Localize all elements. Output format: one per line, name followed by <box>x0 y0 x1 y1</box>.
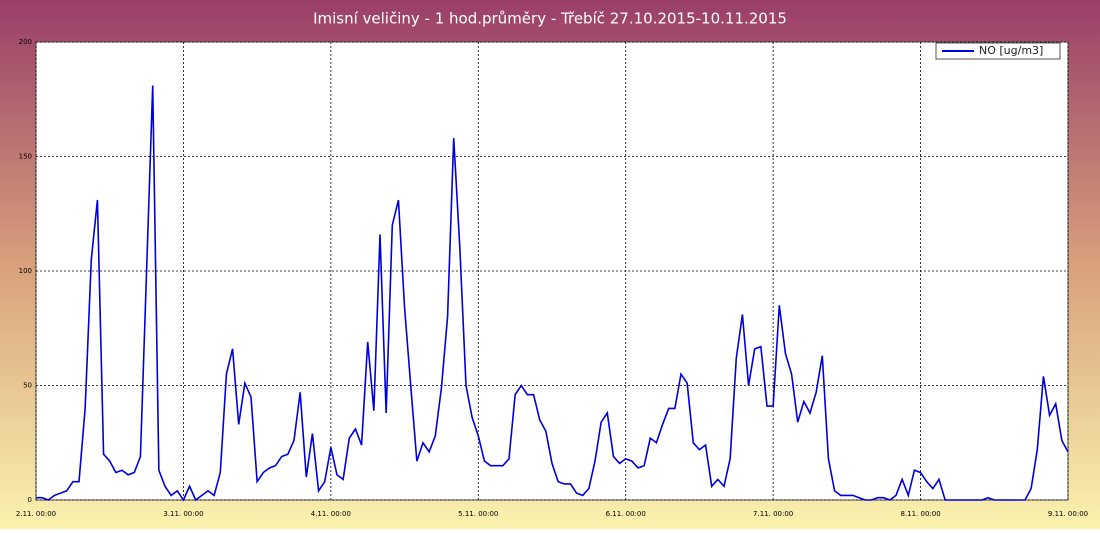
y-tick-label: 100 <box>19 267 32 275</box>
x-tick-label: 3.11. 00:00 <box>163 510 203 518</box>
x-tick-label: 7.11. 00:00 <box>753 510 793 518</box>
x-tick-label: 5.11. 00:00 <box>458 510 498 518</box>
legend-box <box>935 42 1061 60</box>
x-tick-label: 8.11. 00:00 <box>900 510 940 518</box>
x-tick-label: 6.11. 00:00 <box>606 510 646 518</box>
data-line <box>36 85 1069 502</box>
legend-label: NO [ug/m3] <box>979 44 1043 57</box>
x-tick-label: 9.11. 00:00 <box>1048 510 1088 518</box>
chart-title: Imisní veličiny - 1 hod.průměry - Třebíč… <box>313 10 787 28</box>
x-tick-label: 2.11. 00:00 <box>16 510 56 518</box>
y-tick-label: 150 <box>19 153 32 161</box>
y-tick-label: 200 <box>19 38 32 46</box>
x-tick-label: 4.11. 00:00 <box>311 510 351 518</box>
y-tick-label: 0 <box>28 496 32 504</box>
y-tick-label: 50 <box>23 382 32 390</box>
